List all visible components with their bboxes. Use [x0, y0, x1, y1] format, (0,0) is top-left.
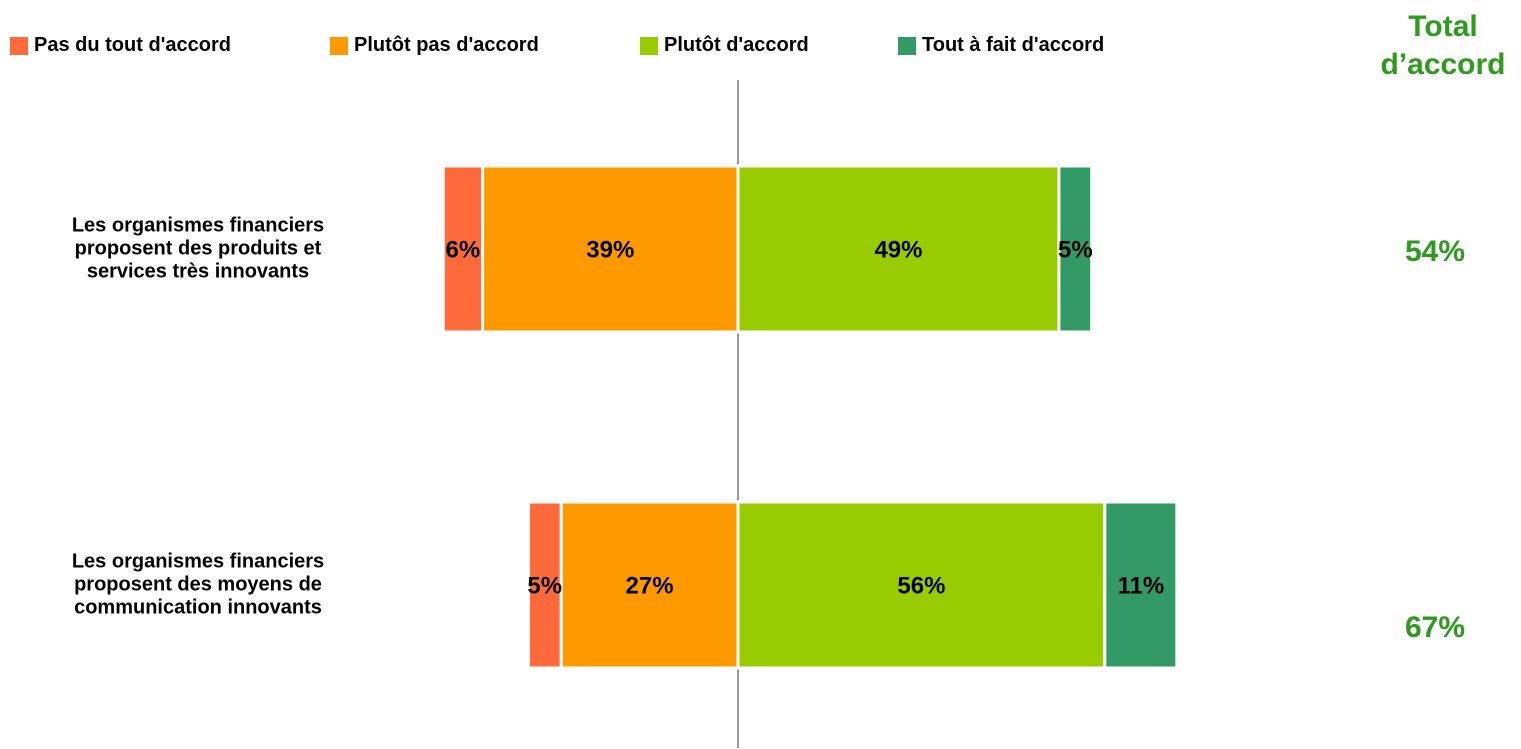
value-label: 5%: [527, 572, 562, 599]
value-label: 6%: [446, 236, 481, 263]
bar-segment: [736, 164, 1061, 334]
legend-label: Plutôt pas d'accord: [354, 34, 539, 56]
value-label: 11%: [1117, 572, 1164, 599]
bar-segment: [1057, 164, 1094, 334]
bar-segment: [441, 164, 485, 334]
legend-item: Pas du tout d'accord: [10, 34, 231, 57]
total-label: 54%: [1404, 235, 1466, 268]
value-label: 56%: [897, 572, 945, 599]
value-label: 39%: [586, 236, 634, 263]
total-label: 67%: [1404, 611, 1466, 644]
legend-label: Tout à fait d'accord: [922, 34, 1105, 56]
category-label: Les organismes financiers proposent des …: [71, 214, 325, 283]
value-label: 5%: [1058, 236, 1093, 263]
legend-label: Pas du tout d'accord: [34, 34, 232, 56]
legend-swatch: [330, 36, 348, 55]
legend-item: Plutôt d'accord: [640, 34, 809, 57]
legend-swatch: [898, 36, 916, 55]
legend-label: Plutôt d'accord: [664, 34, 809, 56]
category-label: Les organismes financiers proposent des …: [71, 550, 325, 619]
legend-item: Tout à fait d'accord: [898, 34, 1104, 57]
legend-item: Plutôt pas d'accord: [330, 34, 539, 57]
value-label: 27%: [626, 572, 674, 599]
bar-segment: [1103, 500, 1179, 670]
value-label: 49%: [874, 236, 922, 263]
legend-swatch: [640, 36, 658, 55]
bar-segment: [526, 500, 563, 670]
totals-title: Total d’accord: [1380, 10, 1506, 81]
legend-swatch: [10, 36, 28, 55]
